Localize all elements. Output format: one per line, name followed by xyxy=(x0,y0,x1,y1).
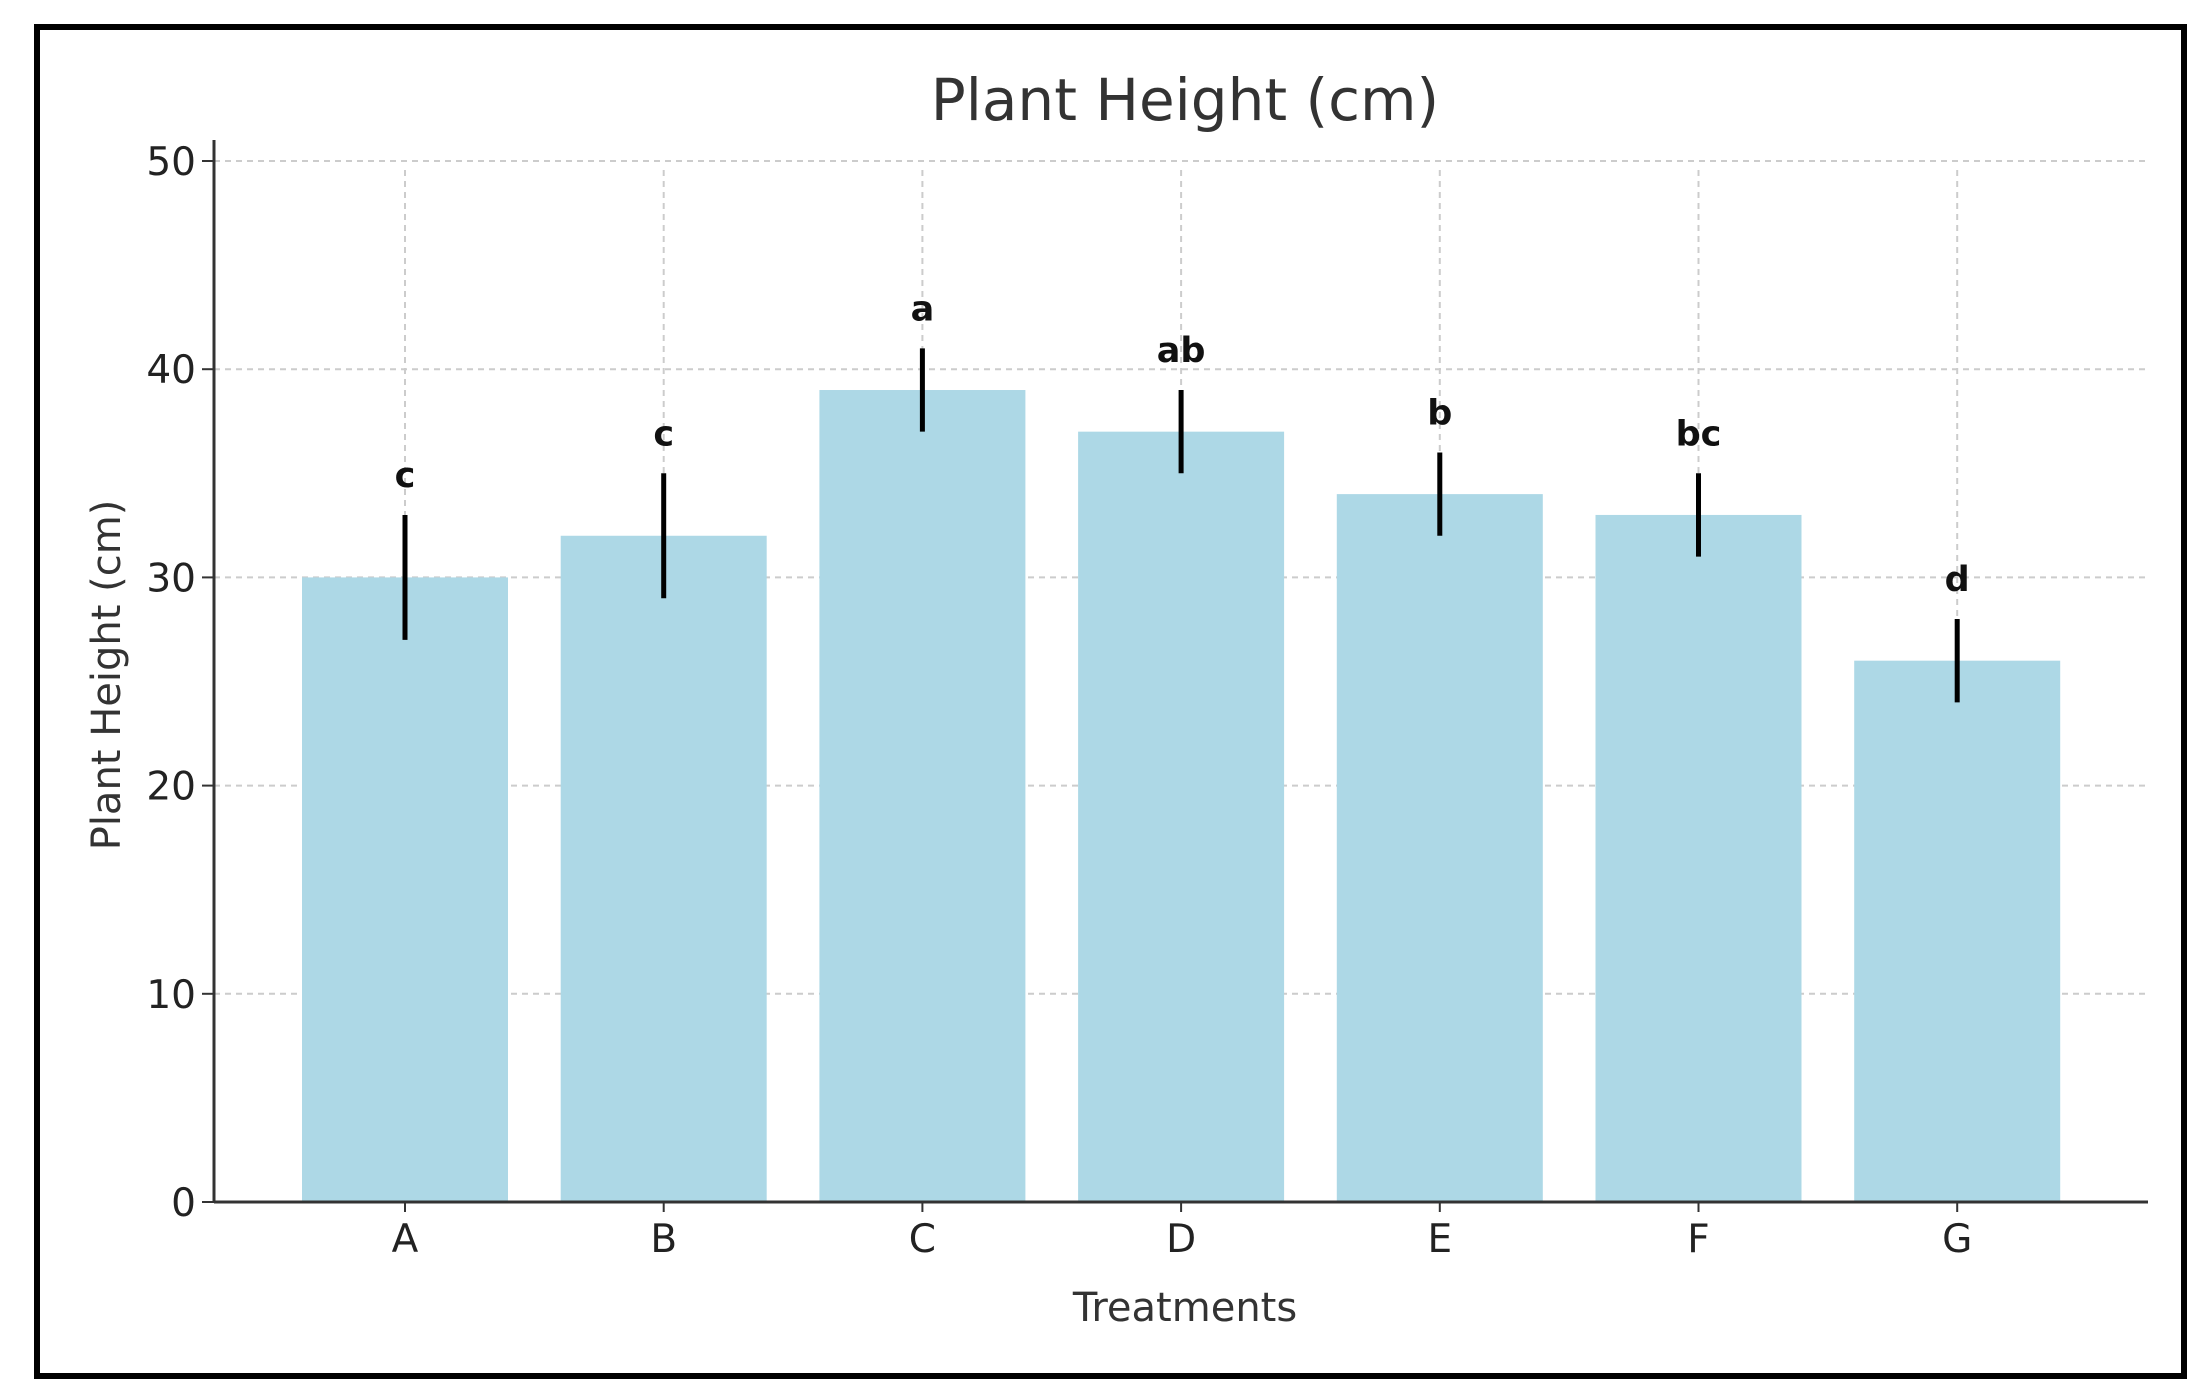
x-tick-label-C: C xyxy=(909,1217,936,1262)
significance-letter-D: ab xyxy=(1157,331,1206,371)
axes xyxy=(202,140,2148,1212)
bar-E xyxy=(1336,494,1543,1202)
chart-frame: c c a ab b bc d 0 10 20 30 40 50 A B C D E F G Plant Heig… xyxy=(34,24,2187,1379)
x-axis-label: Treatments xyxy=(1072,1285,1297,1331)
significance-letter-G: d xyxy=(1945,560,1970,600)
bar-chart: c c a ab b bc d 0 10 20 30 40 50 A B C D E F G Plant Heig… xyxy=(84,66,2148,1331)
y-tick-label: 20 xyxy=(146,765,196,810)
y-axis-label: Plant Height (cm) xyxy=(84,500,130,851)
bar-A xyxy=(302,577,508,1202)
significance-letter-F: bc xyxy=(1676,414,1722,454)
y-tick-label: 40 xyxy=(146,348,196,393)
bar-B xyxy=(560,535,767,1202)
x-tick-label-A: A xyxy=(392,1217,419,1262)
bar-G xyxy=(1854,660,2061,1202)
error-bars xyxy=(402,348,1960,703)
bar-C xyxy=(819,390,1026,1202)
y-tick-label: 30 xyxy=(146,556,196,601)
significance-letter-C: a xyxy=(911,289,935,329)
bar-D xyxy=(1078,431,1285,1202)
x-tick-label-E: E xyxy=(1427,1217,1452,1262)
y-tick-label: 10 xyxy=(146,973,196,1018)
x-tick-label-G: G xyxy=(1942,1217,1972,1262)
bar-F xyxy=(1595,514,1802,1202)
y-tick-labels: 0 10 20 30 40 50 xyxy=(146,140,196,1226)
x-tick-label-B: B xyxy=(650,1217,677,1262)
x-tick-label-F: F xyxy=(1687,1217,1709,1262)
y-tick-label: 0 xyxy=(171,1181,196,1226)
significance-letter-A: c xyxy=(395,456,416,496)
bars xyxy=(302,390,2061,1202)
y-tick-label: 50 xyxy=(146,140,196,185)
x-tick-labels: A B C D E F G xyxy=(392,1217,1973,1262)
chart-title: Plant Height (cm) xyxy=(931,66,1439,134)
significance-letters: c c a ab b bc d xyxy=(395,289,1970,600)
significance-letter-E: b xyxy=(1427,393,1452,433)
x-tick-label-D: D xyxy=(1166,1217,1196,1262)
significance-letter-B: c xyxy=(653,414,674,454)
